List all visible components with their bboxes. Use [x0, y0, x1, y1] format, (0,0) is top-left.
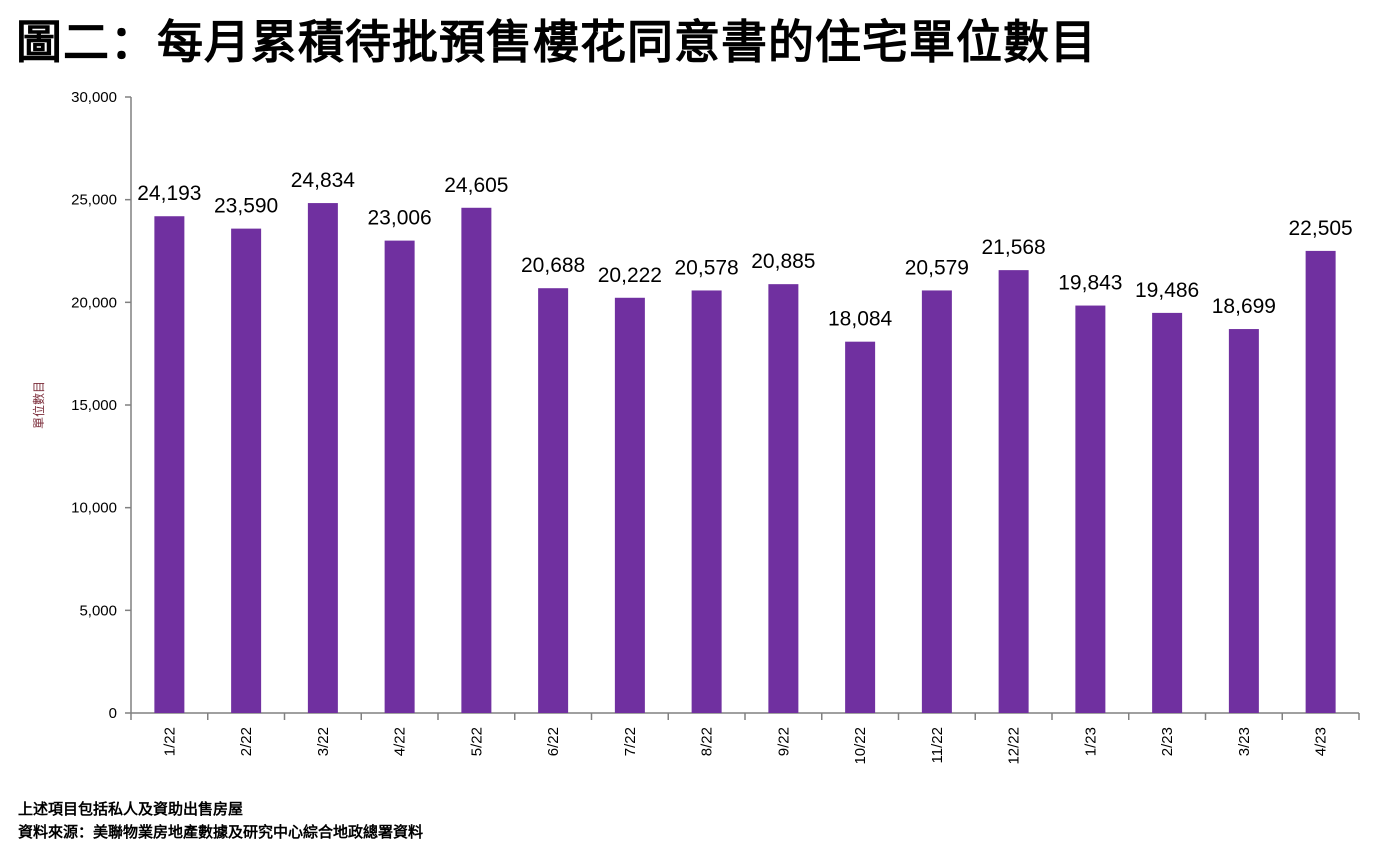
data-label: 20,578 — [675, 256, 739, 279]
x-tick-label: 7/22 — [622, 727, 639, 756]
y-tick-label: 0 — [109, 705, 117, 722]
data-label: 19,486 — [1135, 279, 1199, 302]
data-label: 24,605 — [444, 174, 508, 197]
x-tick-label: 4/22 — [392, 727, 409, 756]
x-tick-label: 10/22 — [852, 727, 869, 765]
y-tick-label: 30,000 — [71, 89, 117, 106]
bar — [1305, 250, 1336, 713]
bar — [1228, 329, 1259, 713]
data-label: 23,590 — [214, 195, 278, 218]
x-tick-label: 1/22 — [161, 727, 178, 756]
chart-data-labels: 24,193 23,590 24,834 23,006 24,605 20,688 20,2… — [137, 169, 1352, 331]
x-tick-labels: 1/22 2/22 3/22 4/22 5/22 6/22 7/22 8/22 9/22 10/2… — [161, 727, 1329, 765]
bar — [231, 228, 262, 714]
bar — [768, 284, 799, 713]
x-tick-label: 11/22 — [929, 727, 946, 763]
bar — [921, 290, 952, 713]
y-tick-labels: 0 5,000 10,000 15,000 20,000 25,000 30,000 — [71, 89, 117, 722]
x-tick-label: 2/22 — [238, 727, 255, 756]
data-label: 18,084 — [828, 308, 893, 331]
bar — [1075, 305, 1106, 713]
bar — [384, 240, 415, 713]
data-label: 20,222 — [598, 264, 662, 287]
data-label: 20,885 — [751, 250, 815, 273]
bar — [614, 297, 645, 713]
bar — [307, 203, 338, 713]
x-tick-label: 5/22 — [468, 727, 485, 756]
data-label: 24,193 — [137, 182, 201, 205]
x-tick-label: 6/22 — [545, 727, 562, 756]
bar — [845, 341, 876, 713]
data-label: 20,688 — [521, 254, 585, 277]
x-tick-label: 12/22 — [1006, 727, 1023, 765]
chart-title: 圖二：每月累積待批預售樓花同意書的住宅單位數目 — [16, 15, 1097, 69]
x-tick-label: 8/22 — [699, 727, 716, 756]
data-label: 21,568 — [982, 236, 1046, 259]
y-axis-label: 單位數目 — [31, 381, 46, 429]
data-label: 19,843 — [1058, 272, 1122, 295]
data-label: 22,505 — [1289, 217, 1353, 240]
footnote-source: 資料來源：美聯物業房地產數據及研究中心綜合地政總署資料 — [18, 823, 424, 841]
x-tick-label: 3/23 — [1236, 727, 1253, 756]
bar — [461, 207, 492, 713]
data-label: 24,834 — [291, 169, 356, 192]
bar — [154, 216, 185, 713]
data-label: 23,006 — [368, 207, 432, 230]
bar — [998, 270, 1029, 713]
y-tick-label: 20,000 — [71, 294, 117, 311]
bar — [691, 290, 722, 713]
y-tick-label: 5,000 — [79, 602, 117, 619]
y-tick-label: 15,000 — [71, 397, 117, 414]
x-tick-label: 1/23 — [1082, 727, 1099, 756]
x-tick-label: 2/23 — [1159, 727, 1176, 756]
y-tick-label: 10,000 — [71, 500, 117, 517]
data-label: 20,579 — [905, 256, 969, 279]
data-label: 18,699 — [1212, 295, 1276, 318]
bar — [538, 288, 569, 713]
y-tick-label: 25,000 — [71, 192, 117, 209]
chart-bars — [154, 203, 1336, 714]
bar — [1152, 312, 1183, 713]
x-tick-label: 4/23 — [1313, 727, 1330, 756]
x-tick-label: 3/22 — [315, 727, 332, 756]
x-tick-label: 9/22 — [775, 727, 792, 756]
footnote-note: 上述項目包括私人及資助出售房屋 — [18, 800, 244, 818]
